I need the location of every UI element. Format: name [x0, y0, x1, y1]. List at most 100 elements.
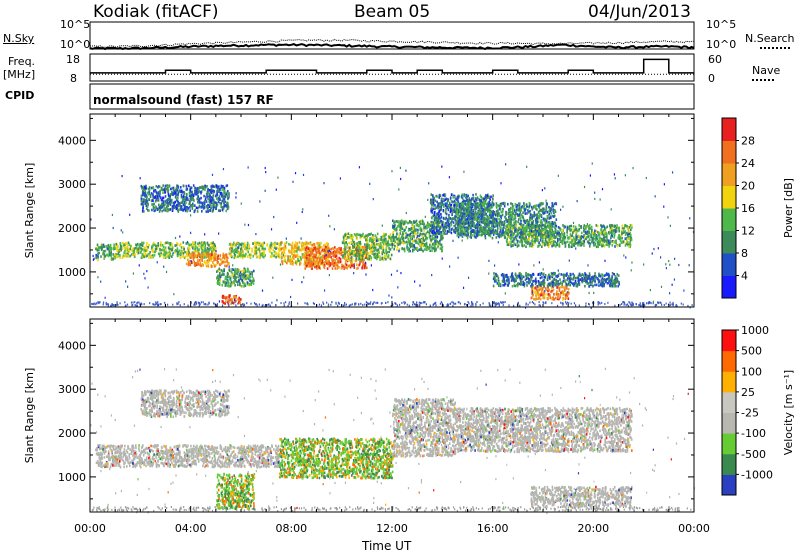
colorbar-swatch [722, 391, 736, 413]
mhz-label: [MHz] [3, 68, 36, 81]
colorbar-tick-label: 24 [741, 157, 755, 170]
colorbar-tick-label: 8 [741, 247, 748, 260]
echo-region [95, 444, 281, 469]
echo-region [140, 184, 230, 214]
echo-region [185, 252, 230, 268]
colorbar-swatch [722, 330, 736, 352]
colorbar-swatch [722, 371, 736, 393]
y-tick-label: 2000 [58, 427, 86, 440]
colorbar-tick-label: 500 [741, 345, 762, 358]
echo-region [530, 485, 633, 508]
colorbar-swatch [722, 208, 736, 231]
colorbar-tick-label: 12 [741, 225, 755, 238]
colorbar-swatch [722, 433, 736, 455]
nave-axis-bottom: 0 [708, 72, 715, 85]
x-axis: 00:00 04:00 08:00 12:00 16:00 20:00 00:00 [74, 522, 710, 535]
power-colorbar: 4 8 12 16 20 24 28 Power [dB] [721, 117, 795, 299]
sparse-points [90, 162, 695, 310]
colorbar-tick-label: 16 [741, 202, 755, 215]
colorbar-swatch [722, 474, 736, 496]
colorbar-tick-label: -25 [741, 407, 759, 420]
nsearch-label: N.Search [745, 32, 795, 45]
y-tick-label: 4000 [58, 134, 86, 147]
echo-region [95, 243, 117, 262]
colorbar-swatch [722, 253, 736, 276]
freq-axis-top: 18 [66, 53, 80, 66]
nave-axis-top: 60 [708, 53, 722, 66]
echo-region [140, 389, 230, 419]
colorbars: 4 8 12 16 20 24 28 Power [dB] -1000 -500 -100 -25 25… [721, 117, 795, 496]
velocity-colorbar: -1000 -500 -100 -25 25 100 500 1000 Velocity [m … [721, 324, 795, 496]
colorbar-tick-label: -500 [741, 448, 766, 461]
colorbar-swatch [722, 350, 736, 372]
echo-region [392, 398, 457, 458]
cpid-label: CPID [5, 89, 35, 102]
x-tick-label: 00:00 [678, 522, 710, 535]
colorbar-swatch [722, 412, 736, 434]
colorbar-swatch [722, 118, 736, 141]
x-tick-label: 12:00 [376, 522, 408, 535]
freq-frame [89, 53, 695, 82]
y-tick-label: 3000 [58, 178, 86, 191]
cpid-frame [89, 83, 695, 110]
velocity-panel: 1000 2000 3000 4000 Slant Range [km] [23, 318, 696, 515]
echo-region [530, 285, 570, 301]
y-axis-label: Slant Range [km] [23, 163, 36, 259]
colorbar-label: Power [dB] [782, 178, 795, 238]
nsky-label: N.Sky [3, 32, 35, 45]
colorbar-tick-label: 4 [741, 270, 748, 283]
y-axis-label: Slant Range [km] [23, 368, 36, 464]
x-axis-title: Time UT [362, 539, 412, 553]
echo-region [454, 406, 633, 454]
power-panel: 1000 2000 3000 4000 Slant Range [km] [23, 113, 695, 310]
x-tick-label: 00:00 [74, 522, 106, 535]
beam-title: Beam 05 [354, 2, 431, 22]
echo-region [392, 219, 444, 253]
echo-region [505, 223, 633, 249]
freq-axis-bottom: 8 [70, 72, 77, 85]
date-title: 04/Jun/2013 [588, 2, 691, 22]
colorbar-swatch [722, 185, 736, 209]
echo-region [278, 437, 394, 480]
echo-region [341, 232, 394, 262]
station-title: Kodiak (fitACF) [93, 2, 219, 22]
noise-axis-right-top: 10^5 [706, 18, 737, 31]
noise-axis-right-bottom: 10^0 [706, 38, 737, 51]
colorbar-tick-label: -1000 [741, 468, 773, 481]
x-tick-label: 04:00 [175, 522, 207, 535]
x-tick-label: 16:00 [477, 522, 509, 535]
noise-sky-line [89, 43, 695, 51]
echo-region [492, 271, 620, 288]
noise-axis-bottom: 10^0 [60, 38, 91, 51]
sparse-points [90, 367, 696, 515]
colorbar-swatch [722, 275, 736, 299]
y-tick-label: 3000 [58, 383, 86, 396]
colorbar-tick-label: -100 [741, 427, 766, 440]
colorbar-swatch [722, 230, 736, 254]
colorbar-label: Velocity [m s⁻¹] [782, 370, 795, 455]
echo-region [228, 241, 281, 260]
echo-region [216, 472, 256, 511]
nave-label: Nave [752, 64, 781, 77]
colorbar-tick-label: 1000 [741, 324, 769, 337]
nave-dotted-line [752, 79, 774, 81]
colorbar-swatch [722, 140, 736, 164]
freq-panel [89, 53, 695, 110]
colorbar-swatch [722, 163, 736, 186]
x-tick-label: 20:00 [577, 522, 609, 535]
y-tick-label: 4000 [58, 339, 86, 352]
noise-search-line [89, 38, 694, 48]
y-tick-label: 1000 [58, 471, 86, 484]
colorbar-swatch [722, 453, 736, 475]
colorbar-tick-label: 100 [741, 365, 762, 378]
colorbar-tick-label: 25 [741, 386, 755, 399]
freq-line [90, 58, 694, 74]
noise-frame [89, 21, 695, 50]
nsearch-dotted-line [760, 47, 790, 49]
colorbar-tick-label: 28 [741, 135, 755, 148]
y-tick-label: 1000 [58, 266, 86, 279]
noise-axis-top: 10^5 [60, 18, 91, 31]
freq-label: Freq. [8, 55, 36, 68]
colorbar-tick-label: 20 [741, 180, 755, 193]
